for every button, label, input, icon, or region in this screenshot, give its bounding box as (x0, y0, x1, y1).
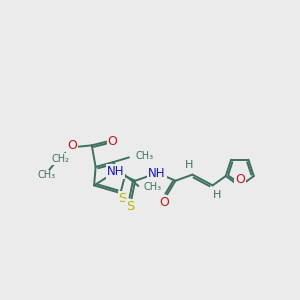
Text: CH₂: CH₂ (52, 154, 70, 164)
Text: S: S (126, 200, 135, 213)
Text: S: S (118, 192, 127, 205)
Text: O: O (159, 196, 169, 209)
Text: O: O (68, 139, 77, 152)
Text: CH₃: CH₃ (38, 170, 56, 180)
Text: CH₃: CH₃ (143, 182, 161, 193)
Text: H: H (185, 160, 194, 170)
Text: CH₃: CH₃ (135, 151, 153, 161)
Text: O: O (108, 135, 118, 148)
Text: NH: NH (148, 167, 166, 180)
Text: O: O (235, 173, 245, 187)
Text: NH: NH (107, 165, 124, 178)
Text: H: H (213, 190, 221, 200)
